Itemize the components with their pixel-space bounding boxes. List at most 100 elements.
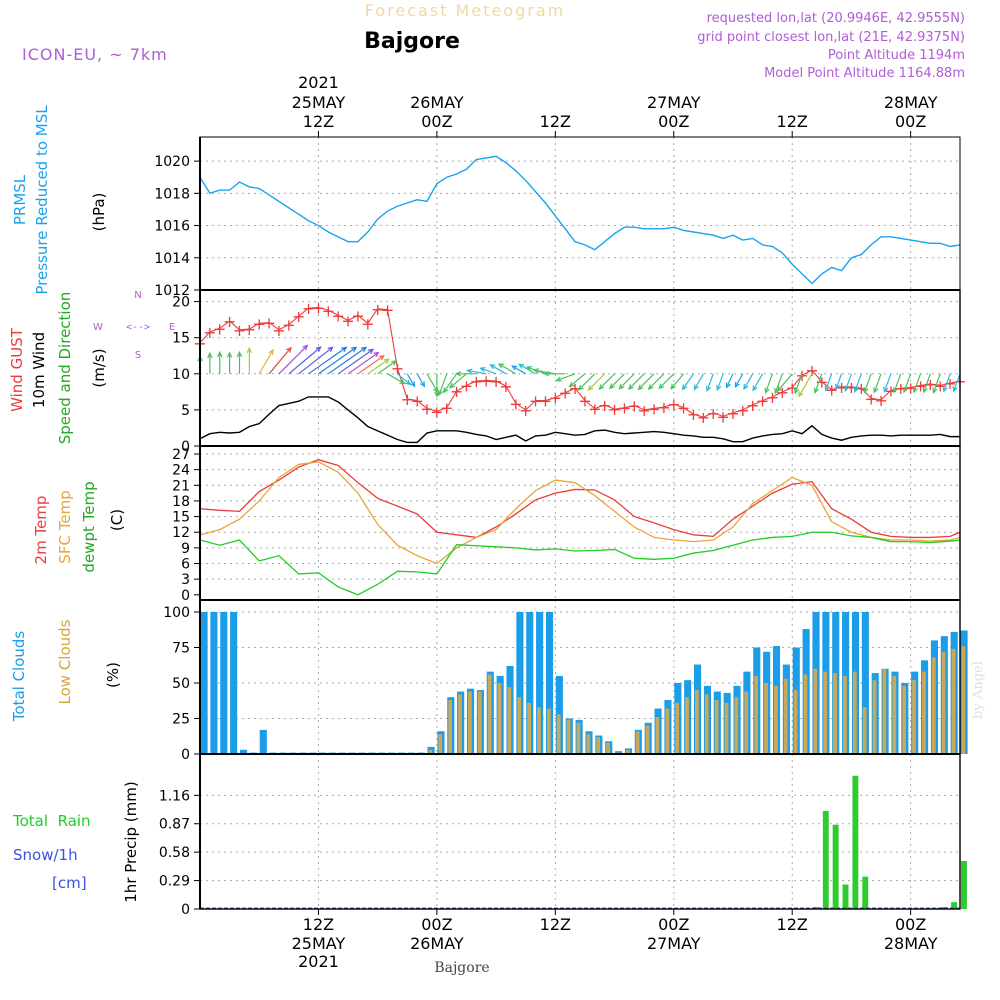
wind-arrow [438, 373, 448, 396]
speed-dir-label: Speed and Direction [56, 292, 74, 445]
low-cloud-bar [704, 694, 709, 754]
ytick-label: 0 [181, 902, 190, 918]
wind-arrow-head [912, 387, 918, 394]
gust-marker: + [322, 301, 335, 320]
wind-arrow-head [922, 387, 928, 394]
wind-arrow [638, 373, 655, 390]
wind-arrow [511, 365, 527, 375]
precip-bar [961, 860, 967, 909]
point-altitude: Point Altitude 1194m [828, 48, 965, 63]
wind-arrow [765, 373, 774, 393]
wind-arrow [814, 373, 823, 393]
total-clouds-label: Total Clouds [10, 631, 28, 723]
compass-n: N [134, 290, 141, 301]
low-cloud-bar [951, 648, 956, 754]
wind-arrow [587, 373, 606, 391]
gust-marker: + [331, 306, 344, 325]
low-cloud-bar [458, 694, 462, 754]
bottom-axis-label: 26MAY [410, 934, 464, 953]
watermark: by Angel [971, 661, 986, 719]
wind-arrow-head [670, 383, 676, 390]
gust-marker: + [558, 384, 571, 403]
wind-arrow [357, 355, 385, 375]
low-cloud-bar [645, 725, 650, 754]
precip-unit-label: 1hr Precip (mm) [122, 781, 140, 902]
wind-arrow [682, 373, 694, 390]
ytick-label: 12 [172, 525, 190, 541]
precip-bar [832, 824, 839, 909]
wind-arrow [873, 373, 882, 393]
grid-point-coords: grid point closest lon,lat (21E, 42.9375… [697, 30, 965, 45]
precip-bar [852, 775, 859, 909]
gust-marker: + [608, 400, 621, 419]
gust-marker: + [351, 306, 364, 325]
wind-arrow-head [373, 351, 380, 358]
ytick-label: 1016 [154, 219, 190, 235]
wind-arrow [943, 373, 951, 392]
low-cloud-bar [724, 702, 729, 754]
gust-label: Wind GUST [8, 327, 26, 412]
panel-pressure: 1012 1014 1016 1018 1020 [154, 137, 960, 299]
gust-marker: + [371, 300, 384, 319]
low-cloud-bar [744, 691, 749, 754]
low-cloud-bar [793, 690, 798, 754]
wind-arrow-head [217, 350, 223, 358]
low-cloud-bar [635, 731, 640, 754]
low-cloud-bar [517, 697, 522, 754]
top-axis-label: 00Z [895, 112, 926, 131]
ytick-label: 25 [172, 712, 190, 728]
wind-arrow [268, 347, 292, 375]
wind-arrow-head [383, 358, 390, 364]
wind-arrow [743, 373, 754, 390]
wind-arrow-head [824, 385, 830, 392]
temp-sfc-line [199, 461, 961, 565]
gust-marker: + [233, 321, 246, 340]
low-cloud-bar [931, 657, 936, 754]
low-cloud-bar [487, 674, 492, 754]
wind-arrow-head [793, 388, 800, 395]
bottom-axis-label: 27MAY [647, 934, 701, 953]
wind-arrow-head [932, 387, 938, 394]
wind-arrow-head [286, 346, 292, 353]
low-clouds-label: Low Clouds [56, 619, 74, 704]
gust-marker: + [756, 392, 769, 411]
precip-labels: Total Rain Snow/1h [cm] 1hr Precip (mm) [12, 781, 140, 902]
low-cloud-bar [872, 680, 877, 754]
ytick-label: 0.87 [159, 817, 190, 833]
gust-marker: + [312, 298, 325, 317]
low-cloud-bar [961, 646, 966, 754]
gust-marker: + [361, 314, 374, 333]
low-cloud-bar [852, 671, 857, 754]
wind-arrow-head [525, 366, 533, 372]
low-cloud-bar [912, 680, 916, 754]
wind-arrow [619, 373, 635, 390]
wind-arrow [318, 346, 357, 375]
wind-arrow [534, 369, 556, 375]
total-cloud-bar [516, 612, 524, 754]
low-cloud-bar [467, 691, 472, 754]
wind-arrow [628, 373, 645, 390]
ytick-label: 24 [172, 463, 190, 479]
gust-marker: + [726, 404, 739, 423]
wind-arrow-head [716, 384, 722, 392]
banner-title: Forecast Meteogram [365, 1, 565, 20]
wind-arrow [726, 373, 734, 388]
temp-2m-line [199, 459, 961, 539]
top-axis-label: 26MAY [410, 93, 464, 112]
low-cloud-bar [902, 685, 907, 754]
gust-marker: + [519, 401, 532, 420]
wind-arrow [658, 373, 675, 389]
total-cloud-bar [615, 751, 623, 754]
wind-arrow [308, 346, 347, 375]
cm-label: [cm] [52, 874, 87, 892]
bottom-axis-label: 25MAY [292, 934, 346, 953]
wind-arrow-head [873, 387, 879, 394]
bottom-axis-label: 12Z [777, 915, 808, 934]
wind-arrow [518, 363, 536, 375]
wind-arrow-head [942, 386, 948, 393]
gust-marker: + [598, 396, 611, 415]
wind-labels: Wind GUST 10m Wind Speed and Direction (… [8, 290, 175, 444]
total-cloud-bar [230, 612, 238, 754]
gust-marker: + [430, 402, 443, 421]
